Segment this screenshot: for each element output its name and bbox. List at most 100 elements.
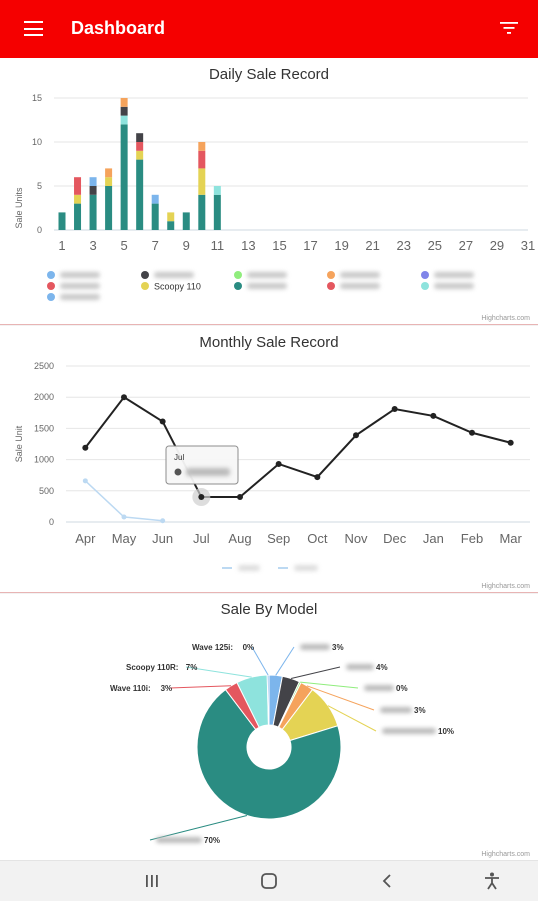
bar-segment[interactable] <box>167 212 175 222</box>
bar-segment[interactable] <box>58 212 66 230</box>
x-tick-label: 1 <box>58 238 65 253</box>
legend-item[interactable] <box>141 271 194 279</box>
x-tick-label: 17 <box>303 238 317 253</box>
legend-swatch <box>421 271 429 279</box>
bar-segment[interactable] <box>89 186 97 195</box>
slice-label-name: Wave 110i: <box>110 684 151 693</box>
legend-item[interactable]: Scoopy 110 <box>141 282 201 292</box>
bar-segment[interactable] <box>136 150 144 160</box>
hamburger-menu-icon[interactable] <box>24 21 43 36</box>
legend-item[interactable] <box>47 282 100 290</box>
chart-tooltip: Jul <box>165 445 239 485</box>
legend-swatch <box>234 271 242 279</box>
bar-segment[interactable] <box>136 159 144 230</box>
legend-item[interactable] <box>47 293 100 301</box>
bar-segment[interactable] <box>198 142 206 151</box>
legend-item[interactable] <box>327 282 380 290</box>
bar-segment[interactable] <box>120 106 128 116</box>
bar-segment[interactable] <box>120 124 128 230</box>
bar-segment[interactable] <box>74 177 82 195</box>
bar-segment[interactable] <box>198 168 206 195</box>
bar-segment[interactable] <box>198 150 206 169</box>
chart-title: Sale By Model <box>221 601 318 618</box>
x-tick-label: 13 <box>241 238 255 253</box>
slice-label-name-obscured <box>380 707 412 713</box>
legend-swatch <box>421 282 429 290</box>
series-line[interactable] <box>84 395 511 499</box>
data-point[interactable] <box>469 429 475 436</box>
bar-segment[interactable] <box>120 98 128 107</box>
data-point[interactable] <box>82 478 88 484</box>
bar-segment[interactable] <box>74 203 82 230</box>
bar-segment[interactable] <box>74 194 82 204</box>
legend-label-obscured <box>247 272 287 278</box>
x-tick-label: Oct <box>307 531 328 546</box>
data-point[interactable] <box>121 514 127 520</box>
slice-label: 3% <box>380 706 426 715</box>
bar-segment[interactable] <box>89 194 97 230</box>
legend-item[interactable] <box>421 282 474 290</box>
bar-segment[interactable] <box>151 203 159 230</box>
data-point[interactable] <box>237 494 243 501</box>
chart-credit[interactable]: Highcharts.com <box>481 851 530 858</box>
data-point[interactable] <box>82 444 89 451</box>
bar-segment[interactable] <box>120 115 128 125</box>
slice-connector <box>251 646 269 676</box>
data-point[interactable] <box>430 412 437 419</box>
bar-segment[interactable] <box>167 221 175 230</box>
bar-segment[interactable] <box>151 194 159 204</box>
data-point[interactable] <box>198 494 205 501</box>
bar-segment[interactable] <box>105 186 113 230</box>
x-tick-label: Feb <box>461 531 483 546</box>
bar-segment[interactable] <box>136 133 144 142</box>
data-point[interactable] <box>507 439 514 446</box>
bar-segment[interactable] <box>136 142 144 151</box>
data-point[interactable] <box>314 474 321 481</box>
accessibility-icon[interactable] <box>480 871 504 891</box>
y-tick-label: 5 <box>37 181 42 191</box>
legend-item[interactable] <box>327 271 380 279</box>
x-tick-label: Jan <box>423 531 444 546</box>
chart-credit[interactable]: Highcharts.com <box>481 583 530 590</box>
x-tick-label: Apr <box>75 531 96 546</box>
data-point[interactable] <box>160 518 166 524</box>
home-icon[interactable] <box>257 871 281 891</box>
data-point[interactable] <box>121 394 127 401</box>
y-tick-label: 2000 <box>34 392 54 402</box>
pie-slice[interactable] <box>196 688 342 820</box>
back-icon[interactable] <box>376 871 400 891</box>
x-tick-label: Dec <box>383 531 407 546</box>
slice-label-percent: 3% <box>414 706 426 715</box>
bar-segment[interactable] <box>105 168 113 178</box>
slice-connector <box>300 681 359 689</box>
legend-label-obscured <box>60 283 100 289</box>
bar-segment[interactable] <box>198 194 206 230</box>
legend-item[interactable] <box>47 271 100 279</box>
x-tick-label: 31 <box>521 238 535 253</box>
bar-segment[interactable] <box>213 194 221 230</box>
data-point[interactable] <box>391 406 398 413</box>
data-point[interactable] <box>275 460 282 467</box>
bar-segment[interactable] <box>182 212 190 230</box>
slice-label-percent: 3% <box>161 684 173 693</box>
filter-icon[interactable] <box>500 20 518 36</box>
divider <box>0 324 538 325</box>
x-tick-label: 5 <box>121 238 128 253</box>
legend-item[interactable] <box>421 271 474 279</box>
chart-credit[interactable]: Highcharts.com <box>481 315 530 322</box>
bar-segment[interactable] <box>89 177 97 186</box>
legend-item[interactable] <box>234 282 287 290</box>
bar-segment[interactable] <box>213 186 221 195</box>
slice-label: 0% <box>364 684 408 693</box>
legend-swatch <box>327 282 335 290</box>
x-tick-label: Sep <box>267 531 290 546</box>
recent-apps-icon[interactable] <box>140 871 164 891</box>
data-point[interactable] <box>353 432 359 439</box>
legend-swatch <box>141 282 149 290</box>
bar-segment[interactable] <box>105 177 113 186</box>
data-point[interactable] <box>159 418 166 425</box>
y-axis-label: Sale Units <box>14 187 24 229</box>
slice-label-name-obscured <box>382 728 436 734</box>
legend-item[interactable] <box>234 271 287 279</box>
chart-legend[interactable] <box>222 565 318 571</box>
